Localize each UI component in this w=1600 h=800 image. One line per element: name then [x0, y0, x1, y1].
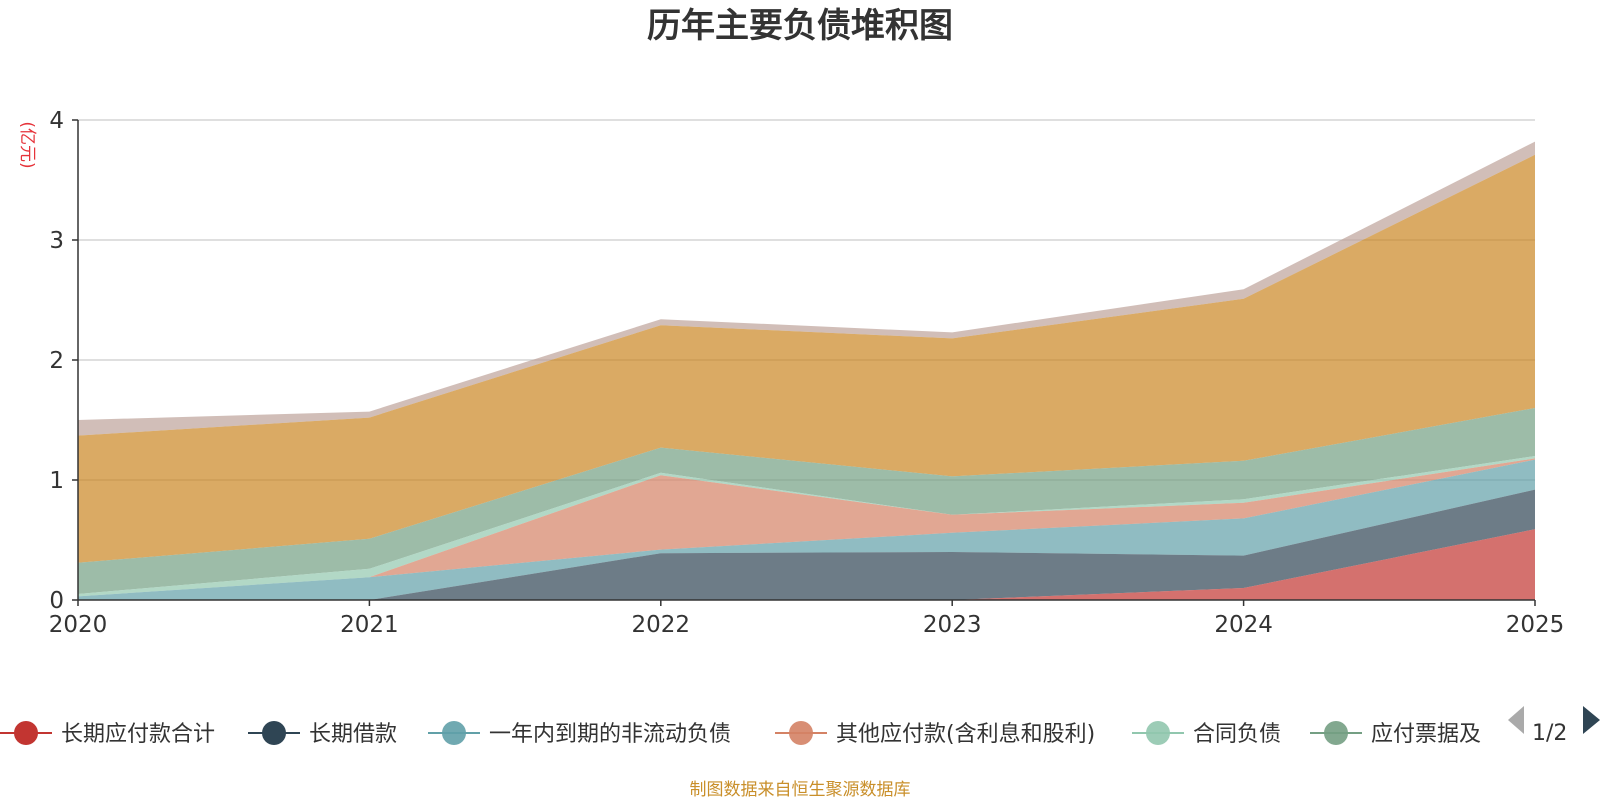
legend-marker-icon: [1146, 721, 1170, 745]
area-4[interactable]: [78, 456, 1535, 597]
area-series: [78, 141, 1535, 600]
area-2[interactable]: [78, 459, 1535, 600]
legend: 长期应付款合计 长期借款 一年内到期的非流动负债 其他应付款(含利息和股利) 合同负债 应…: [0, 721, 1481, 747]
legend-next-icon[interactable]: [1583, 706, 1600, 734]
legend-label: 合同负债: [1193, 722, 1281, 747]
legend-marker-icon: [1324, 721, 1348, 745]
legend-prev-icon[interactable]: [1508, 706, 1524, 734]
x-tick-label: 2025: [1506, 612, 1565, 638]
y-tick-label: 0: [49, 588, 64, 614]
data-source-note: 制图数据来自恒生聚源数据库: [690, 780, 911, 800]
legend-page-indicator: 1/2: [1532, 721, 1567, 746]
legend-label: 长期应付款合计: [61, 722, 215, 747]
x-tick-label: 2020: [49, 612, 108, 638]
x-tick-label: 2022: [632, 612, 691, 638]
legend-label: 一年内到期的非流动负债: [489, 722, 731, 747]
legend-marker-icon: [442, 721, 466, 745]
legend-label: 其他应付款(含利息和股利): [836, 722, 1095, 747]
legend-item[interactable]: 长期借款: [248, 721, 397, 747]
y-tick-label: 4: [49, 108, 64, 134]
x-tick-label: 2021: [340, 612, 399, 638]
y-unit-label: (亿元): [17, 121, 37, 168]
y-tick-label: 1: [49, 468, 64, 494]
legend-item[interactable]: 一年内到期的非流动负债: [428, 721, 731, 747]
y-tick-label: 2: [49, 348, 64, 374]
legend-item[interactable]: 其他应付款(含利息和股利): [775, 721, 1095, 747]
legend-item[interactable]: 长期应付款合计: [0, 721, 215, 747]
legend-marker-icon: [789, 721, 813, 745]
x-tick-label: 2023: [923, 612, 982, 638]
axes: 0 1 2 3 4 2020 2021 2022 2023 2024 2025: [49, 108, 1565, 638]
legend-label: 长期借款: [309, 722, 397, 747]
area-3[interactable]: [78, 458, 1535, 597]
area-1[interactable]: [78, 489, 1535, 600]
legend-item[interactable]: 应付票据及: [1310, 721, 1481, 747]
area-6[interactable]: [78, 154, 1535, 563]
legend-label: 应付票据及: [1371, 722, 1481, 747]
chart-title: 历年主要负债堆积图: [647, 6, 953, 46]
x-tick-label: 2024: [1214, 612, 1273, 638]
legend-marker-icon: [14, 721, 38, 745]
legend-item[interactable]: 合同负债: [1132, 721, 1281, 747]
y-tick-label: 3: [49, 228, 64, 254]
area-0[interactable]: [78, 529, 1535, 600]
legend-pager: 1/2: [1508, 706, 1600, 746]
area-5[interactable]: [78, 408, 1535, 594]
legend-marker-icon: [262, 721, 286, 745]
